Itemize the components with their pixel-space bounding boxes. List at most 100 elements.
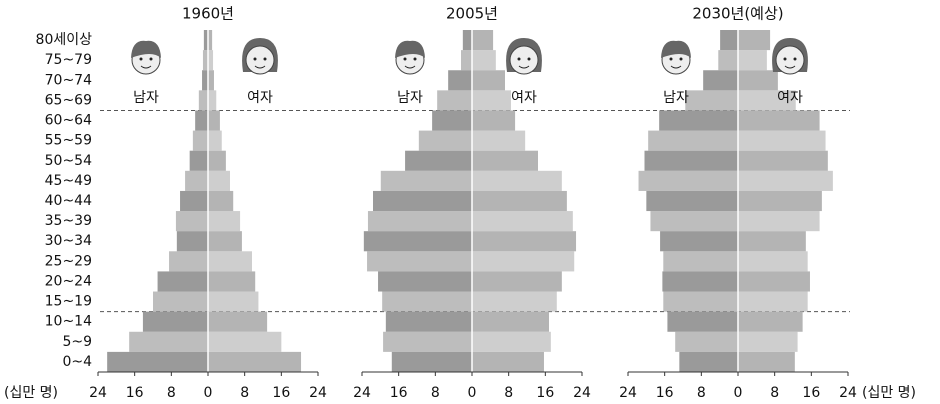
panel-title: 2005년 bbox=[446, 5, 498, 23]
bar bbox=[208, 70, 214, 91]
female-icon bbox=[772, 38, 808, 75]
x-tick-label: 0 bbox=[468, 385, 477, 401]
bar bbox=[650, 211, 738, 232]
bar bbox=[472, 170, 562, 191]
bar bbox=[208, 291, 259, 312]
bar bbox=[660, 231, 738, 252]
x-tick-label: 8 bbox=[504, 385, 513, 401]
bar bbox=[679, 351, 738, 372]
bar bbox=[472, 90, 511, 111]
bar bbox=[738, 211, 820, 232]
eye bbox=[149, 57, 153, 61]
bar bbox=[142, 311, 208, 332]
bar bbox=[208, 110, 220, 131]
bar bbox=[472, 50, 496, 71]
panel-title: 2030년(예상) bbox=[692, 5, 783, 23]
legend-label: 여자 bbox=[777, 90, 803, 106]
y-tick-label: 70~74 bbox=[45, 72, 92, 88]
legend-label: 남자 bbox=[397, 90, 423, 106]
bar bbox=[738, 311, 803, 332]
x-tick-label: 16 bbox=[272, 385, 290, 401]
bar bbox=[192, 130, 208, 151]
bar bbox=[738, 331, 798, 352]
x-tick-label: 16 bbox=[802, 385, 820, 401]
x-tick-label: 0 bbox=[734, 385, 743, 401]
x-tick-label: 16 bbox=[656, 385, 674, 401]
x-tick-label: 24 bbox=[353, 385, 371, 401]
bar bbox=[646, 190, 738, 212]
bar bbox=[107, 351, 208, 372]
unit-label: (십만 명) bbox=[862, 385, 916, 401]
bar bbox=[472, 30, 494, 51]
bar bbox=[208, 331, 282, 352]
bar bbox=[208, 271, 256, 292]
bar bbox=[472, 351, 544, 372]
x-tick-label: 24 bbox=[839, 385, 857, 401]
bar bbox=[380, 170, 472, 191]
bar bbox=[367, 211, 472, 232]
bar bbox=[644, 150, 738, 171]
bar bbox=[718, 50, 738, 71]
bar bbox=[208, 231, 242, 252]
bar bbox=[472, 150, 538, 171]
bar bbox=[738, 170, 833, 191]
bar bbox=[418, 130, 472, 151]
bar bbox=[208, 311, 268, 332]
y-tick-label: 10~14 bbox=[45, 314, 92, 330]
bar bbox=[738, 150, 828, 171]
y-tick-label: 30~34 bbox=[45, 233, 92, 249]
x-tick-label: 24 bbox=[309, 385, 327, 401]
eye bbox=[527, 57, 531, 61]
mouth bbox=[254, 65, 266, 69]
panel-title: 1960년 bbox=[182, 5, 234, 23]
bar bbox=[472, 130, 526, 151]
bar bbox=[472, 110, 516, 131]
bar bbox=[448, 70, 472, 91]
bar bbox=[378, 271, 472, 292]
eye bbox=[517, 57, 521, 61]
x-tick-label: 16 bbox=[390, 385, 408, 401]
bar bbox=[738, 231, 806, 252]
y-tick-label: 15~19 bbox=[45, 294, 92, 310]
y-tick-label: 20~24 bbox=[45, 273, 92, 289]
bar bbox=[185, 170, 208, 191]
male-icon bbox=[661, 40, 691, 75]
y-tick-label: 25~29 bbox=[45, 253, 92, 269]
bar bbox=[373, 190, 472, 212]
bar bbox=[472, 291, 557, 312]
mouth bbox=[404, 65, 416, 69]
eye bbox=[679, 57, 683, 61]
bar bbox=[189, 150, 208, 171]
eye bbox=[253, 57, 257, 61]
bar bbox=[208, 50, 214, 71]
bar bbox=[198, 90, 208, 111]
bar bbox=[472, 251, 575, 272]
bar bbox=[208, 90, 217, 111]
bar bbox=[738, 271, 810, 292]
eye bbox=[783, 57, 787, 61]
y-tick-label: 65~69 bbox=[45, 92, 92, 108]
mouth bbox=[670, 65, 682, 69]
bar bbox=[738, 291, 808, 312]
hair bbox=[131, 40, 161, 58]
female-icon bbox=[242, 38, 278, 75]
bar bbox=[385, 311, 472, 332]
y-tick-label: 35~39 bbox=[45, 213, 92, 229]
x-tick-label: 8 bbox=[167, 385, 176, 401]
hair bbox=[395, 40, 425, 58]
x-tick-label: 24 bbox=[89, 385, 107, 401]
legend-label: 여자 bbox=[511, 90, 537, 106]
y-tick-label: 5~9 bbox=[62, 334, 92, 350]
bar bbox=[667, 311, 738, 332]
y-tick-label: 0~4 bbox=[62, 354, 92, 370]
bar bbox=[648, 130, 738, 151]
hair bbox=[661, 40, 691, 58]
bar bbox=[208, 211, 241, 232]
bar bbox=[738, 90, 796, 111]
bar bbox=[738, 110, 820, 131]
bar bbox=[208, 170, 230, 191]
bar bbox=[738, 70, 778, 91]
bar bbox=[157, 271, 208, 292]
eye bbox=[413, 57, 417, 61]
